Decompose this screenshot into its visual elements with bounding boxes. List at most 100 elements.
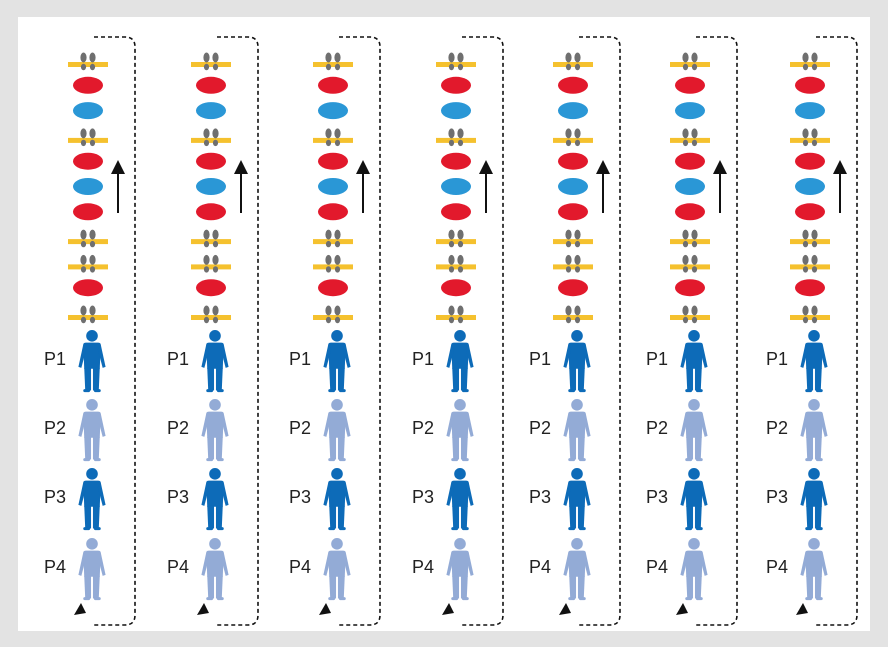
person-icon — [323, 399, 351, 462]
red-disc-icon — [675, 76, 705, 94]
red-disc-icon — [196, 152, 226, 170]
blue-disc-icon — [196, 178, 226, 195]
footprints-on-yellow-bar-icon — [553, 52, 593, 71]
person-label: P4 — [167, 557, 189, 577]
red-disc-icon — [558, 76, 588, 94]
footprints-on-yellow-bar-icon — [670, 254, 710, 273]
blue-disc-icon — [196, 102, 226, 120]
blue-disc-icon — [73, 178, 103, 195]
red-disc-icon — [441, 152, 471, 170]
up-arrowhead-icon — [356, 160, 370, 174]
dashed-loop-arrow-icon — [462, 36, 504, 626]
person-icon — [563, 468, 591, 531]
footprints-on-yellow-bar-icon — [68, 229, 108, 248]
person-label: P3 — [529, 487, 551, 507]
person-icon — [201, 468, 229, 531]
footprints-on-yellow-bar-icon — [191, 305, 231, 324]
footprints-on-yellow-bar-icon — [191, 52, 231, 71]
dashed-loop-arrow-icon — [816, 36, 858, 626]
red-disc-icon — [558, 279, 588, 297]
red-disc-icon — [73, 203, 103, 221]
red-disc-icon — [795, 203, 825, 221]
lane: P1 P2 P3 P4 — [766, 36, 858, 626]
person-icon — [446, 538, 474, 601]
footprints-on-yellow-bar-icon — [313, 52, 353, 71]
footprints-on-yellow-bar-icon — [436, 305, 476, 324]
person-label: P1 — [529, 349, 551, 369]
footprints-on-yellow-bar-icon — [313, 128, 353, 147]
person-label: P1 — [766, 349, 788, 369]
loop-arrowhead-icon — [197, 603, 209, 615]
blue-disc-icon — [795, 178, 825, 195]
footprints-on-yellow-bar-icon — [313, 305, 353, 324]
dashed-loop-arrow-icon — [94, 36, 136, 626]
person-label: P2 — [529, 418, 551, 438]
person-icon — [680, 399, 708, 462]
footprints-on-yellow-bar-icon — [436, 128, 476, 147]
blue-disc-icon — [441, 178, 471, 195]
red-disc-icon — [675, 279, 705, 297]
footprints-on-yellow-bar-icon — [790, 52, 830, 71]
footprints-on-yellow-bar-icon — [68, 128, 108, 147]
red-disc-icon — [318, 152, 348, 170]
footprints-on-yellow-bar-icon — [68, 254, 108, 273]
person-icon — [446, 399, 474, 462]
person-label: P2 — [289, 418, 311, 438]
blue-disc-icon — [558, 178, 588, 195]
footprints-on-yellow-bar-icon — [790, 128, 830, 147]
loop-arrowhead-icon — [559, 603, 571, 615]
person-label: P2 — [766, 418, 788, 438]
blue-disc-icon — [73, 102, 103, 120]
footprints-on-yellow-bar-icon — [553, 305, 593, 324]
person-icon — [563, 399, 591, 462]
up-arrowhead-icon — [479, 160, 493, 174]
red-disc-icon — [675, 203, 705, 221]
red-disc-icon — [73, 76, 103, 94]
footprints-on-yellow-bar-icon — [313, 254, 353, 273]
dashed-loop-arrow-icon — [579, 36, 621, 626]
up-arrowhead-icon — [234, 160, 248, 174]
footprints-on-yellow-bar-icon — [670, 128, 710, 147]
person-label: P2 — [646, 418, 668, 438]
person-label: P4 — [412, 557, 434, 577]
person-label: P3 — [646, 487, 668, 507]
person-label: P3 — [44, 487, 66, 507]
lane: P1 P2 P3 P4 — [646, 36, 738, 626]
footprints-on-yellow-bar-icon — [553, 128, 593, 147]
person-label: P3 — [412, 487, 434, 507]
red-disc-icon — [675, 152, 705, 170]
footprints-on-yellow-bar-icon — [670, 229, 710, 248]
person-label: P4 — [289, 557, 311, 577]
red-disc-icon — [558, 203, 588, 221]
person-label: P4 — [766, 557, 788, 577]
lane: P1 P2 P3 P4 — [167, 36, 259, 626]
footprints-on-yellow-bar-icon — [191, 128, 231, 147]
person-label: P3 — [289, 487, 311, 507]
person-label: P3 — [766, 487, 788, 507]
lanes-diagram: P1 P2 P3 P4 P1 P2 P3 P4 P1 P2 P3 P4 P1 P2 P3 P4 P1 P2 P3 P4… — [44, 36, 858, 626]
footprints-on-yellow-bar-icon — [436, 229, 476, 248]
red-disc-icon — [196, 279, 226, 297]
red-disc-icon — [73, 152, 103, 170]
person-icon — [680, 468, 708, 531]
footprints-on-yellow-bar-icon — [553, 254, 593, 273]
person-icon — [800, 399, 828, 462]
diagram-panel: P1 P2 P3 P4 P1 P2 P3 P4 P1 P2 P3 P4 P1 P2 P3 P4 P1 P2 P3 P4… — [18, 17, 870, 631]
blue-disc-icon — [318, 102, 348, 120]
lane: P1 P2 P3 P4 — [289, 36, 381, 626]
person-icon — [563, 330, 591, 393]
person-icon — [446, 468, 474, 531]
up-arrowhead-icon — [713, 160, 727, 174]
person-icon — [323, 468, 351, 531]
footprints-on-yellow-bar-icon — [436, 254, 476, 273]
person-icon — [680, 330, 708, 393]
red-disc-icon — [795, 76, 825, 94]
loop-arrowhead-icon — [442, 603, 454, 615]
lane: P1 P2 P3 P4 — [44, 36, 136, 626]
footprints-on-yellow-bar-icon — [436, 52, 476, 71]
footprints-on-yellow-bar-icon — [191, 254, 231, 273]
person-icon — [323, 538, 351, 601]
person-icon — [78, 330, 106, 393]
person-label: P2 — [44, 418, 66, 438]
person-label: P2 — [167, 418, 189, 438]
